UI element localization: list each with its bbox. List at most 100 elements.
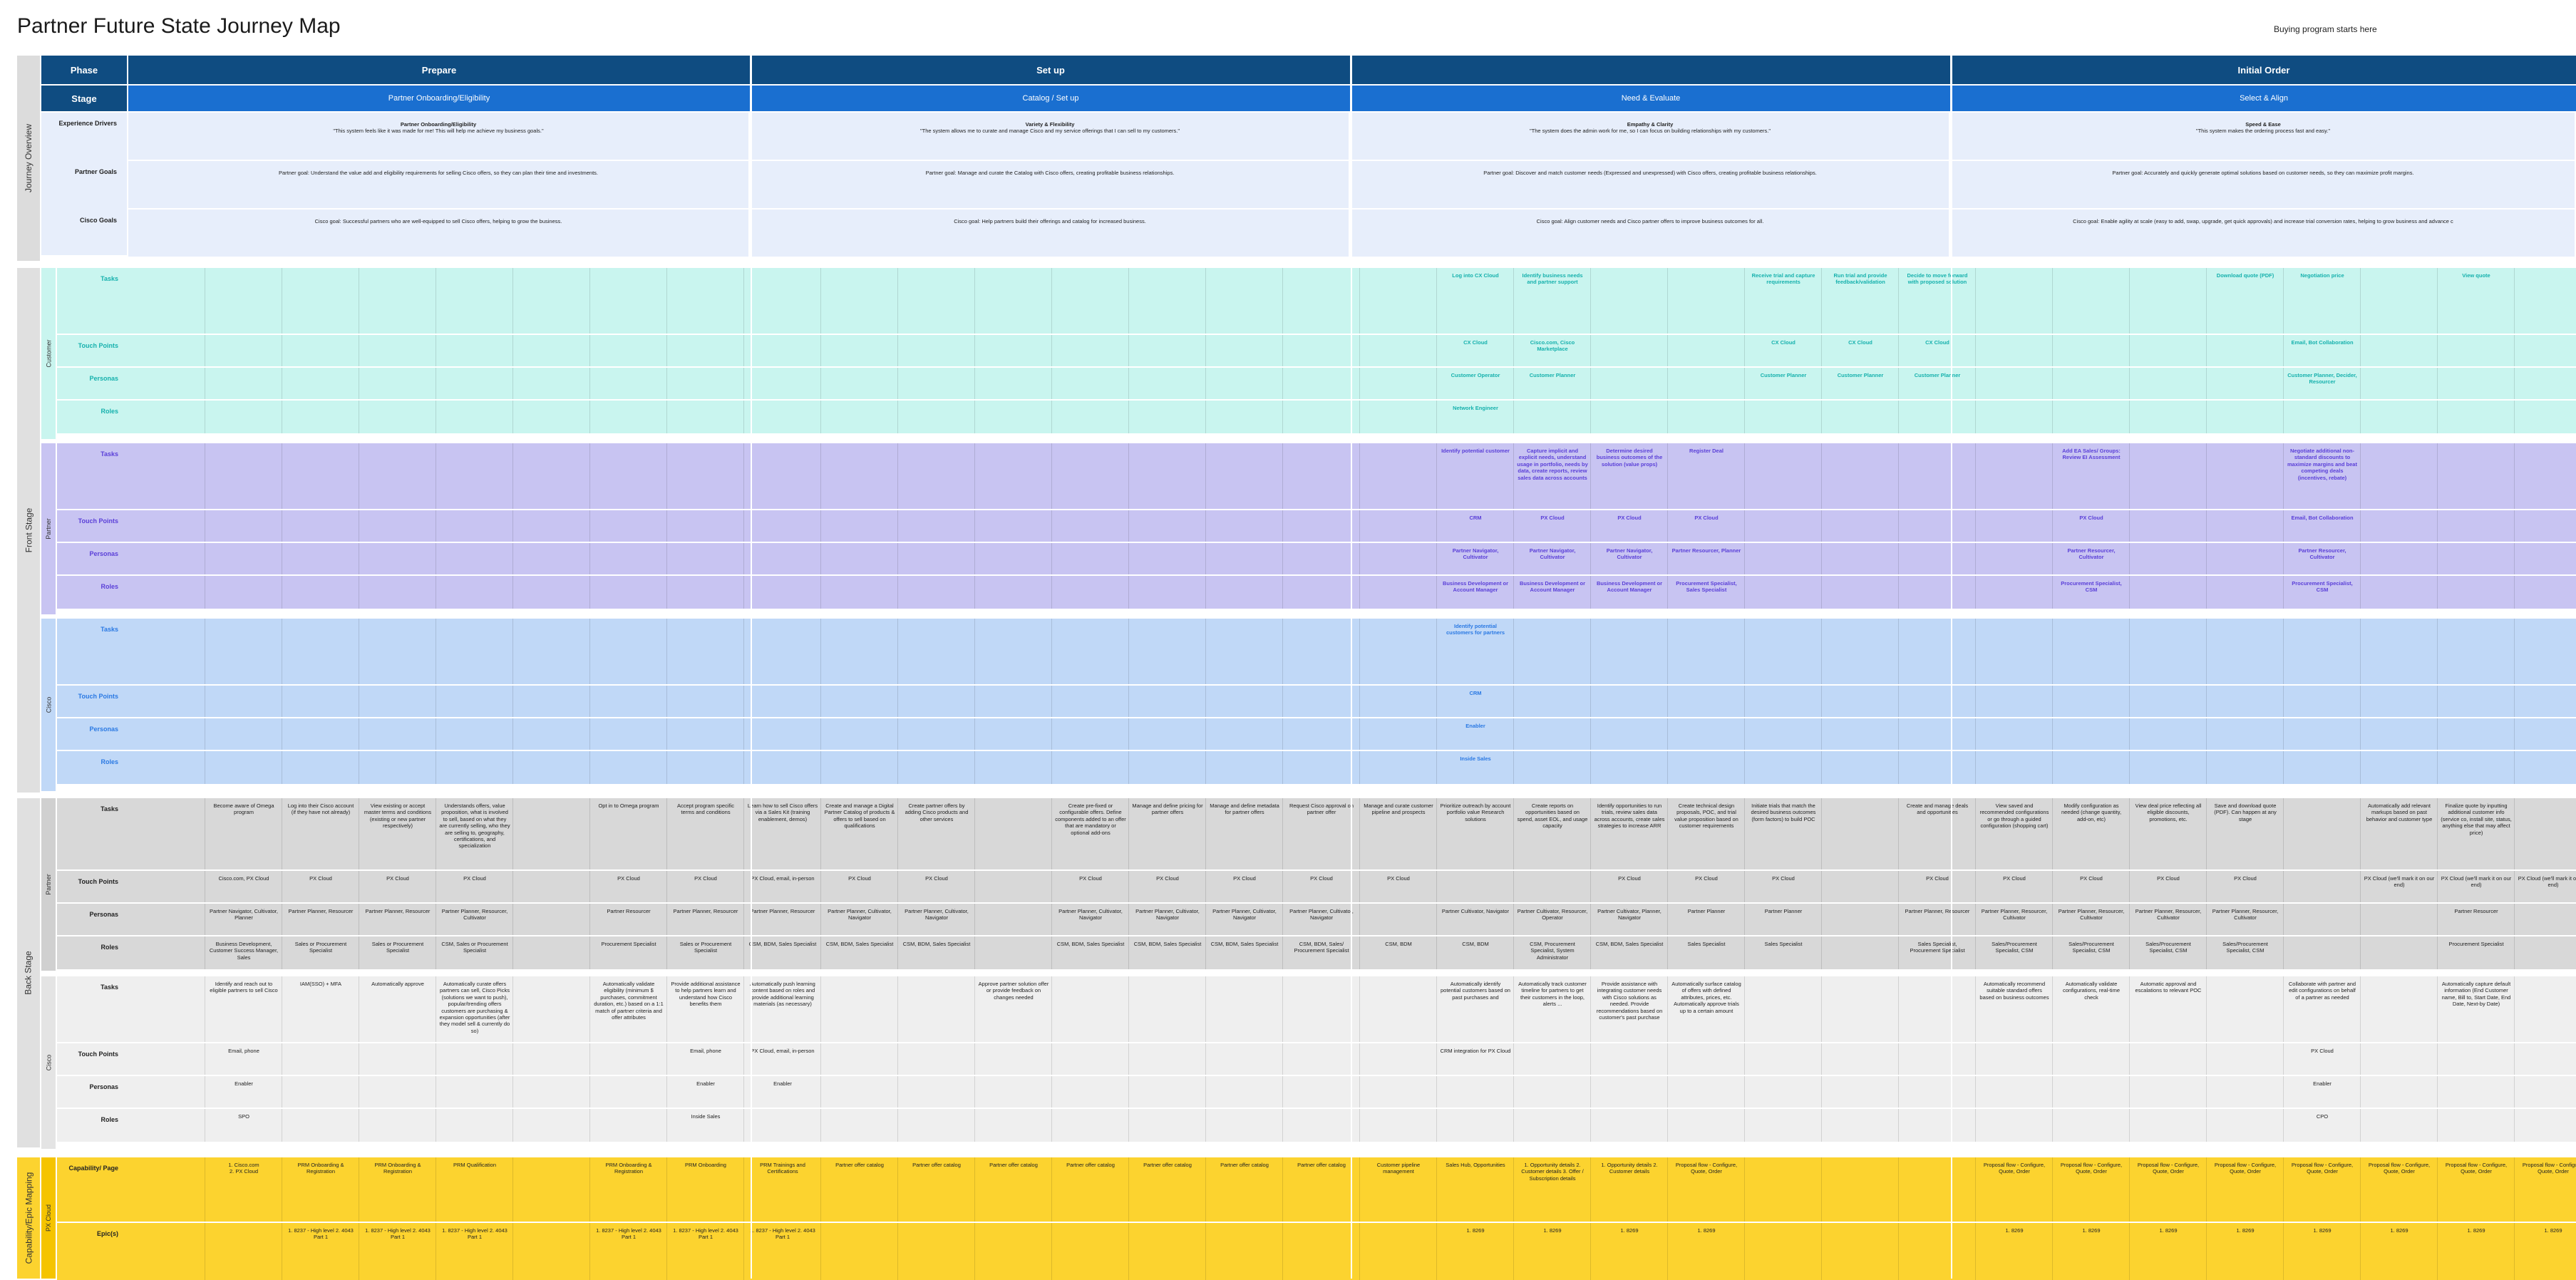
back-cisco-personas-cell	[1668, 1076, 1745, 1108]
capability-cell	[513, 1157, 590, 1222]
back-partner-touch-entry: PX Cloud (we'll mark it on our end)	[2441, 875, 2512, 889]
capability-cell	[205, 1157, 282, 1222]
partner-roles-cell	[1514, 576, 1591, 609]
back-cisco-personas-cell	[2130, 1076, 2207, 1108]
back-cisco-personas-cell	[1976, 1076, 2053, 1108]
back-cisco-tasks-entry: Automatically approve	[371, 981, 424, 987]
back-partner-touch-cell	[359, 871, 436, 902]
customer-touch-entry: CX Cloud	[1771, 339, 1796, 346]
back-cisco-touch-cell	[975, 1043, 1052, 1075]
partner-tasks-cell	[590, 443, 667, 509]
partner-touch-cell	[2130, 510, 2207, 542]
partner-roles-cell	[2361, 576, 2438, 609]
customer-touch-cell	[2284, 335, 2361, 366]
partner-touch-cell	[2361, 510, 2438, 542]
partner-roles-cell	[282, 576, 359, 609]
back-partner-roles-entry: CSM, BDM, Sales Specialist	[1133, 941, 1202, 947]
back-partner-touch-cell	[1360, 871, 1437, 902]
partner-touch-cell	[821, 510, 898, 542]
customer-tasks-entry: Run trial and provide feedback/validatio…	[1833, 272, 1887, 286]
partner-touch-cell	[1745, 510, 1822, 542]
partner-personas-cell	[1745, 543, 1822, 574]
back-partner-tasks-entry: Initiate trials that match the desired b…	[1751, 802, 1816, 822]
back-cisco-roles-cell	[898, 1109, 975, 1142]
partner-touch-cell	[1514, 510, 1591, 542]
epic-cell	[2207, 1223, 2284, 1280]
back-cisco-tasks-entry: Automatically validate configurations, r…	[2062, 981, 2121, 1001]
cisco-front-tasks-cell	[1976, 619, 2053, 684]
partner-roles-entry: Procurement Specialist, CSM	[2061, 580, 2122, 594]
cisco-front-roles-cell	[1283, 751, 1360, 784]
back-cisco-roles-cell	[667, 1109, 744, 1142]
phase-set-up: Set up	[751, 56, 1350, 84]
capability-page-entry: Proposal flow - Configure, Quote, Order	[2137, 1162, 2200, 1175]
back-partner-roles-cell	[1129, 936, 1206, 969]
cisco-front-roles-cell	[1668, 751, 1745, 784]
back-partner-touch-cell	[1206, 871, 1283, 902]
capability-page-entry: Partner offer catalog	[1297, 1162, 1346, 1168]
back-cisco-personas-cell	[1437, 1076, 1514, 1108]
journey-overview-label: Journey Overview	[17, 56, 40, 261]
customer-personas-cell	[513, 368, 590, 399]
capability-page-entry: Proposal flow - Configure, Quote, Order	[1675, 1162, 1738, 1175]
cisco-front-personas-cell	[2361, 718, 2438, 750]
back-cisco-personas-cell	[1206, 1076, 1283, 1108]
customer-touch-cell	[744, 335, 821, 366]
partner-tasks-cell	[1976, 443, 2053, 509]
cisco-front-roles-cell	[744, 751, 821, 784]
back-partner-tasks-entry: Manage and define pricing for partner of…	[1132, 802, 1203, 816]
back-cisco-roles-cell	[1668, 1109, 1745, 1142]
partner-personas-cell	[821, 543, 898, 574]
back-cisco-tasks-cell	[1976, 976, 2053, 1042]
partner-personas-cell	[2207, 543, 2284, 574]
back-partner-tasks-cell	[744, 798, 821, 869]
back-cisco-tasks-cell	[898, 976, 975, 1042]
back-partner-touch-cell	[1822, 871, 1899, 902]
back-partner-touch-entry: PX Cloud	[1926, 875, 1949, 882]
back-partner-personas-cell	[2361, 904, 2438, 935]
back-cisco-touch-cell	[744, 1043, 821, 1075]
back-partner-roles-entry: Sales Specialist	[1764, 941, 1803, 947]
capability-cell	[898, 1157, 975, 1222]
back-cisco-tasks-cell	[1745, 976, 1822, 1042]
customer-personas-cell	[975, 368, 1052, 399]
back-partner-touch-entry: PX Cloud	[848, 875, 871, 882]
customer-roles-cell	[128, 401, 205, 433]
customer-touch-cell	[1206, 335, 1283, 366]
partner-touch-cell	[205, 510, 282, 542]
partner-roles-cell	[744, 576, 821, 609]
back-cisco-personas-label: Personas	[57, 1076, 128, 1108]
cisco-front-tasks-cell	[2438, 619, 2515, 684]
customer-touch-cell	[590, 335, 667, 366]
back-partner-tasks-cell	[1283, 798, 1360, 869]
back-cisco-touch-entry: CRM integration for PX Cloud	[1440, 1048, 1511, 1054]
back-partner-roles-cell	[667, 936, 744, 969]
back-partner-tasks-cell	[1129, 798, 1206, 869]
back-cisco-personas-cell	[436, 1076, 513, 1108]
back-partner-roles-cell	[2130, 936, 2207, 969]
cisco-front-roles-cell	[2361, 751, 2438, 784]
back-partner-touch-entry: PX Cloud (we'll mark it on our end)	[2364, 875, 2435, 889]
partner-touch-cell	[436, 510, 513, 542]
back-partner-tasks-entry: Accept program specific terms and condit…	[676, 802, 735, 816]
epic-entry: 1. 8237 - High level 2. 4043 Part 1	[596, 1227, 661, 1241]
back-partner-touch-cell	[2284, 871, 2361, 902]
partner-personas-cell	[513, 543, 590, 574]
stage-divider	[1351, 56, 1352, 1279]
stage-select-align: Select & Align	[1952, 86, 2576, 111]
back-partner-personas-cell	[1745, 904, 1822, 935]
customer-personas-cell	[898, 368, 975, 399]
back-partner-touch-entry: PX Cloud, email, in-person	[751, 875, 815, 882]
back-cisco-touch-cell	[1899, 1043, 1976, 1075]
cisco-front-tasks-cell	[975, 619, 1052, 684]
back-cisco-personas-cell	[1745, 1076, 1822, 1108]
cisco-front-personas-cell	[359, 718, 436, 750]
customer-personas-cell	[1899, 368, 1976, 399]
cisco-front-tasks-cell	[744, 619, 821, 684]
stage-label: Stage	[41, 86, 127, 111]
customer-touch-cell	[975, 335, 1052, 366]
back-partner-roles-cell	[1591, 936, 1668, 969]
customer-tasks-cell	[1283, 268, 1360, 334]
back-cisco-tasks-cell	[667, 976, 744, 1042]
back-partner-touch-entry: PX Cloud	[1618, 875, 1641, 882]
